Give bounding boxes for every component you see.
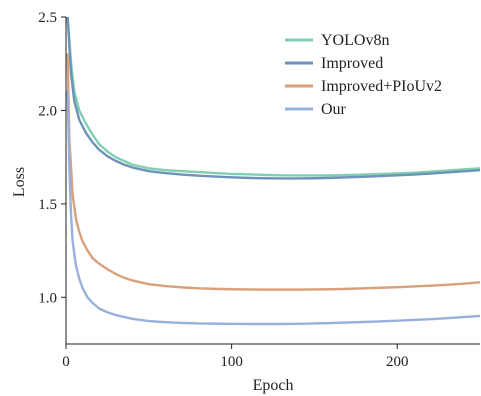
series-line-improved-piouv2 [66, 53, 480, 291]
series-line-our [66, 90, 480, 326]
y-tick-label: 1.0 [38, 290, 57, 306]
tick-layer: 0 100 200 1.0 1.5 2.0 2.5 [38, 10, 408, 370]
y-tick-label: 1.5 [38, 197, 57, 213]
series-layer [66, 17, 480, 326]
x-tick-label: 100 [220, 354, 243, 370]
y-tick-label: 2.0 [38, 103, 57, 119]
series-line-yolov8n [66, 17, 480, 177]
y-axis-title: Loss [11, 167, 28, 197]
axes-layer [65, 17, 480, 345]
legend-label: Improved [321, 55, 383, 72]
y-tick-label: 2.5 [38, 10, 57, 26]
legend-label: Our [321, 101, 347, 118]
x-tick-label: 200 [386, 354, 409, 370]
x-axis-title: Epoch [253, 377, 294, 394]
legend: YOLOv8n Improved Improved+PIoUv2 Our [285, 32, 442, 118]
legend-label: YOLOv8n [321, 32, 389, 49]
x-tick-label: 0 [62, 354, 70, 370]
plot-area [66, 17, 480, 326]
legend-label: Improved+PIoUv2 [321, 78, 442, 95]
series-line-improved [66, 17, 480, 180]
